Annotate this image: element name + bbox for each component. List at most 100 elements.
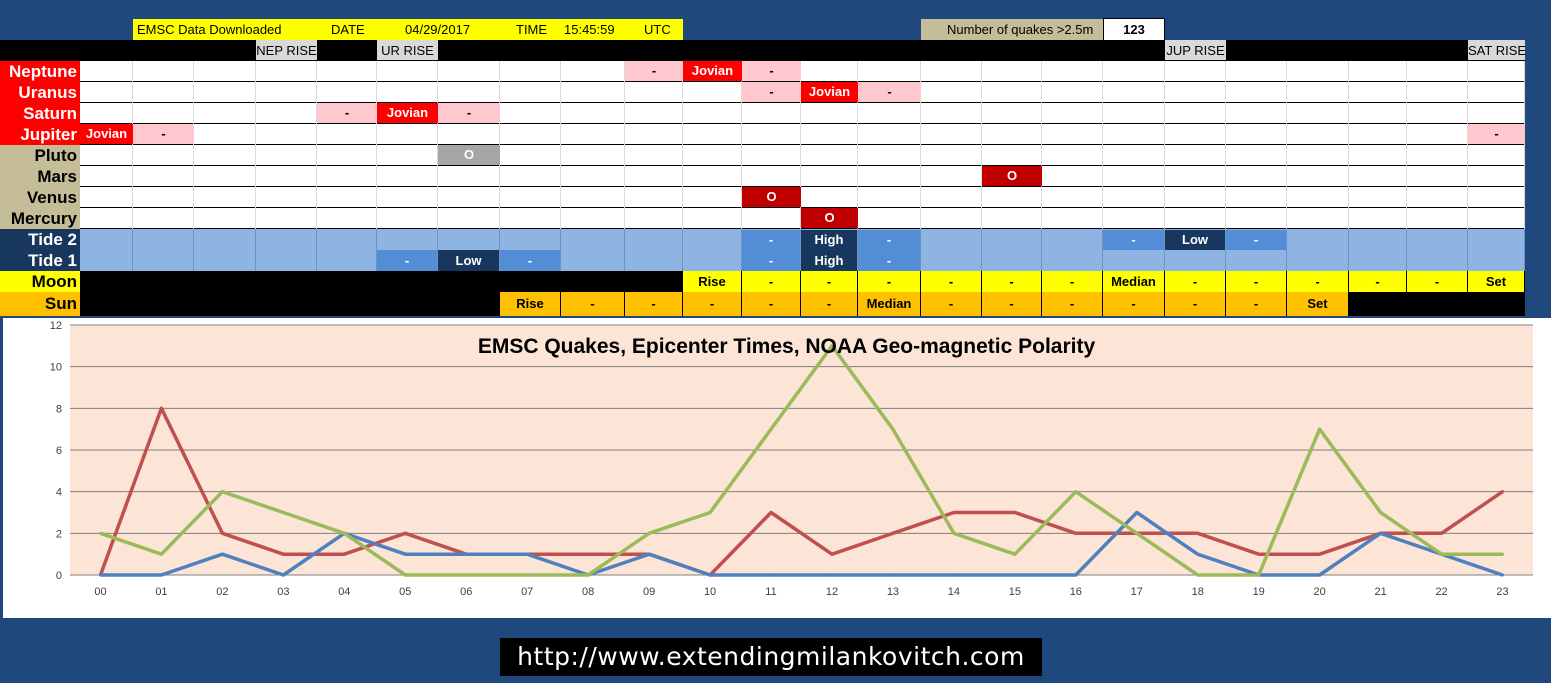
planet-cell: -	[742, 82, 801, 102]
x-tick-label: 03	[277, 586, 289, 598]
tide1-cell: -	[742, 250, 800, 271]
grid-divider	[1164, 61, 1165, 82]
tide-divider	[437, 229, 438, 271]
grid-divider	[741, 208, 742, 229]
x-tick-label: 22	[1435, 586, 1447, 598]
sun-cell: -	[625, 292, 682, 316]
series-2-point	[98, 573, 102, 577]
grid-divider	[1164, 166, 1165, 187]
grid-divider	[560, 61, 561, 82]
moon-cell: -	[1349, 271, 1406, 292]
grid-divider	[499, 187, 500, 208]
tide2-cell: -	[742, 230, 800, 250]
grid-divider	[193, 103, 194, 124]
grid-divider	[376, 166, 377, 187]
grid-divider	[1348, 208, 1349, 229]
x-axis: 00 01 02 03 04 05 06 07 08 09 10 11 12 13 14 15 16 17 18 19…	[94, 586, 1508, 598]
planet-cell: O	[801, 208, 858, 228]
grid-divider	[437, 61, 438, 82]
tide-divider	[920, 229, 921, 271]
grid-divider	[857, 187, 858, 208]
grid-divider	[1286, 187, 1287, 208]
planet-row-bg	[80, 103, 1525, 124]
grid-divider	[193, 208, 194, 229]
date-value: 04/29/2017	[405, 22, 471, 37]
rise-marker: UR RISE	[377, 40, 438, 60]
footer-url[interactable]: http://www.extendingmilankovitch.com	[500, 638, 1042, 676]
grid-divider	[1406, 187, 1407, 208]
grid-divider	[800, 208, 801, 229]
timezone-label: UTC	[644, 22, 671, 37]
rise-marker: SAT RISE	[1468, 40, 1525, 60]
tide1-cell: -	[500, 250, 560, 271]
grid-divider	[1225, 187, 1226, 208]
grid-divider	[255, 82, 256, 103]
series-1-point	[281, 552, 285, 556]
grid-divider	[437, 82, 438, 103]
y-tick-label: 8	[56, 403, 62, 415]
series-2-point	[1013, 573, 1017, 577]
row-label-tide-2: Tide 2	[0, 229, 80, 250]
series-2-point	[464, 552, 468, 556]
series-2-point	[403, 552, 407, 556]
sun-cell: -	[561, 292, 624, 316]
grid-divider	[1524, 103, 1525, 124]
planet-cell: -	[625, 61, 683, 81]
series-1-point	[1501, 490, 1505, 494]
tide-divider	[1524, 229, 1525, 271]
series-1-point	[952, 511, 956, 514]
grid-divider	[1286, 61, 1287, 82]
moon-cell: Rise	[683, 271, 741, 292]
series-3-point	[586, 573, 590, 577]
sun-cell: -	[683, 292, 741, 316]
grid-divider	[193, 61, 194, 82]
grid-divider	[316, 103, 317, 124]
grid-divider	[1164, 124, 1165, 145]
planet-cell: Jovian	[80, 124, 133, 144]
sun-cell: -	[1103, 292, 1164, 316]
grid-divider	[1406, 124, 1407, 145]
grid-divider	[920, 103, 921, 124]
x-tick-label: 04	[338, 586, 350, 598]
planet-cell: -	[858, 82, 921, 102]
grid-divider	[437, 145, 438, 166]
grid-divider	[1348, 145, 1349, 166]
tide-divider	[1041, 229, 1042, 271]
series-2-point	[220, 552, 224, 556]
moon-cell: -	[1226, 271, 1286, 292]
tide-divider	[741, 229, 742, 271]
series-2-point	[891, 573, 895, 577]
series-2-point	[1379, 531, 1383, 535]
grid-divider	[1225, 124, 1226, 145]
grid-divider	[316, 124, 317, 145]
series-3-point	[1501, 552, 1505, 556]
x-tick-label: 13	[887, 586, 899, 598]
grid-divider	[255, 166, 256, 187]
x-tick-label: 21	[1374, 586, 1386, 598]
planet-cell: -	[438, 103, 500, 123]
series-2-point	[1196, 552, 1200, 556]
grid-divider	[741, 145, 742, 166]
series-1-point	[403, 531, 407, 535]
x-tick-label: 12	[826, 586, 838, 598]
x-tick-label: 10	[704, 586, 716, 598]
grid-divider	[1524, 61, 1525, 82]
sun-cell: -	[921, 292, 981, 316]
grid-divider	[1406, 61, 1407, 82]
grid-divider	[1164, 145, 1165, 166]
grid-divider	[560, 166, 561, 187]
grid-divider	[499, 208, 500, 229]
y-tick-label: 2	[56, 528, 62, 540]
grid-divider	[1348, 61, 1349, 82]
grid-divider	[1041, 187, 1042, 208]
tide-divider	[1467, 229, 1468, 271]
grid-divider	[1467, 61, 1468, 82]
series-1-point	[1196, 531, 1200, 535]
y-axis: 0 2 4 6 8 10 12	[50, 320, 62, 582]
grid-divider	[800, 124, 801, 145]
tide-divider	[1406, 229, 1407, 271]
x-tick-label: 09	[643, 586, 655, 598]
grid-divider	[1102, 145, 1103, 166]
grid-divider	[800, 166, 801, 187]
series-3-point	[1074, 490, 1078, 494]
